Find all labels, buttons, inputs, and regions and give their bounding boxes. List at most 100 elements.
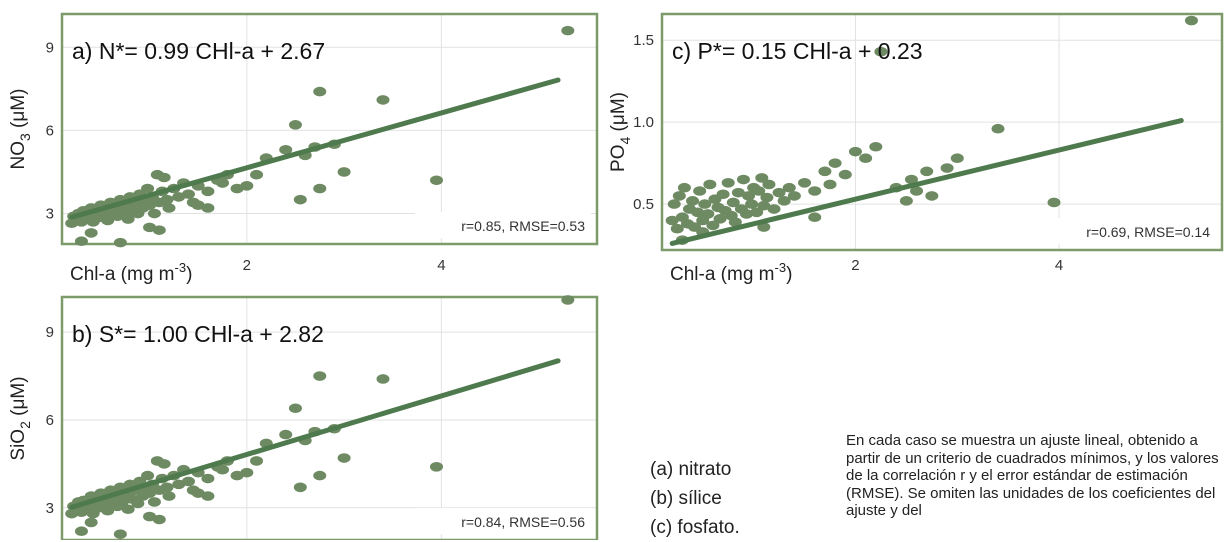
- data-point: [838, 169, 852, 180]
- data-point: [874, 46, 888, 57]
- data-point: [288, 120, 302, 130]
- data-point: [84, 228, 98, 238]
- data-point: [250, 456, 264, 466]
- data-point: [561, 295, 575, 305]
- data-point: [752, 186, 766, 196]
- x-tick-label: 2: [243, 257, 251, 274]
- data-point: [279, 144, 293, 155]
- data-point: [172, 479, 186, 490]
- y-axis-label-subscript: 2: [17, 421, 33, 429]
- data-point: [337, 167, 351, 177]
- y-axis-label-unit: (μM): [608, 92, 629, 137]
- data-point: [131, 498, 145, 509]
- data-point: [698, 199, 712, 209]
- x-tick-label: 4: [437, 257, 445, 274]
- plot-frame: [60, 12, 599, 246]
- data-point: [313, 470, 327, 481]
- data-point: [141, 470, 155, 481]
- chart-b: 3 6 9 SiO2 (μM) b) S*= 1.00 CHl-a + 2.82 r=0.…: [8, 295, 599, 540]
- legend-item-silicate: (b) sílice: [650, 488, 722, 509]
- data-point: [728, 217, 742, 227]
- data-point: [160, 482, 174, 493]
- data-point: [925, 191, 939, 201]
- data-point: [808, 186, 822, 196]
- x-axis-label: Chl-a (mg m-3): [70, 260, 192, 285]
- data-point: [750, 207, 764, 218]
- data-point: [181, 476, 195, 487]
- data-point: [147, 497, 161, 507]
- data-point: [950, 153, 964, 164]
- data-point: [828, 158, 842, 168]
- data-point: [787, 191, 801, 201]
- data-point: [742, 191, 756, 201]
- data-point: [755, 173, 769, 183]
- data-point: [337, 453, 351, 463]
- y-axis-label: NO3 (μM): [8, 88, 33, 169]
- x-tick-label: 2: [851, 257, 859, 274]
- stats-box: [415, 508, 591, 534]
- data-point: [191, 488, 205, 498]
- data-point: [121, 504, 135, 515]
- y-tick-label: 1.5: [633, 32, 654, 49]
- y-axis-label-unit: (μM): [8, 376, 29, 421]
- x-axis-label-exponent: -3: [175, 260, 187, 275]
- x-axis-label: Chl-a (mg m-3): [670, 260, 792, 285]
- data-point: [376, 374, 390, 384]
- data-point: [904, 174, 918, 185]
- y-tick-label: 6: [46, 122, 54, 139]
- data-point: [848, 146, 862, 157]
- data-point: [823, 179, 837, 190]
- data-point: [288, 403, 302, 414]
- data-point: [250, 169, 264, 180]
- data-point: [693, 186, 707, 196]
- data-point: [667, 199, 681, 209]
- data-point: [313, 86, 327, 97]
- data-point: [157, 459, 171, 469]
- data-point: [143, 222, 157, 233]
- data-point: [430, 462, 443, 472]
- stats-box: [415, 212, 591, 238]
- data-point: [991, 123, 1005, 134]
- data-point: [162, 491, 176, 501]
- data-point: [757, 200, 771, 211]
- y-axis-label: SiO2 (μM): [8, 376, 33, 460]
- data-point: [818, 166, 832, 177]
- data-point: [940, 163, 954, 173]
- plot-frame: [60, 295, 599, 540]
- data-point: [240, 181, 254, 191]
- data-point: [713, 214, 727, 224]
- data-point: [672, 191, 686, 201]
- data-point: [677, 182, 691, 193]
- data-point: [113, 237, 127, 248]
- data-point: [313, 371, 327, 381]
- data-point: [772, 187, 786, 198]
- data-point: [760, 192, 774, 203]
- data-point: [798, 178, 812, 188]
- data-point: [216, 178, 229, 188]
- data-point: [84, 517, 98, 528]
- fit-equation: c) P*= 0.15 CHl-a + 0.23: [672, 38, 923, 64]
- data-point: [115, 497, 129, 507]
- data-point: [777, 196, 791, 206]
- x-tick-label: 4: [1055, 257, 1063, 274]
- data-point: [279, 429, 293, 440]
- y-tick-label: 6: [46, 412, 54, 429]
- y-tick-label: 3: [46, 500, 54, 517]
- data-point: [1047, 197, 1061, 208]
- data-point: [691, 207, 705, 218]
- y-axis-label-unit: (μM): [8, 88, 29, 133]
- data-point: [181, 189, 195, 199]
- data-point: [162, 203, 176, 213]
- data-point: [716, 189, 730, 200]
- data-point: [859, 153, 873, 164]
- data-point: [201, 203, 215, 213]
- data-point: [910, 186, 924, 196]
- data-point: [313, 183, 327, 194]
- data-point: [731, 187, 745, 198]
- data-point: [141, 183, 155, 194]
- plot-frame: [660, 12, 1224, 252]
- data-point: [701, 209, 715, 219]
- data-point: [899, 196, 913, 206]
- fit-statistics: r=0.84, RMSE=0.56: [461, 514, 585, 530]
